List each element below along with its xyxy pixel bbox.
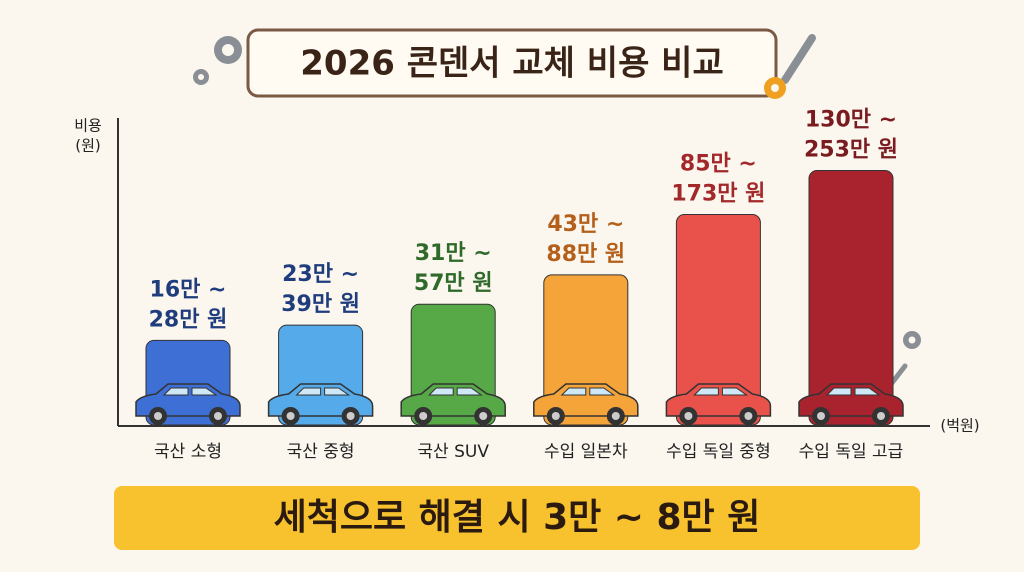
chart-title: 2026 콘덴서 교체 비용 비교 xyxy=(300,44,724,84)
value-label: 173만 원 xyxy=(671,182,765,207)
car-hub xyxy=(346,412,355,420)
value-label: 57만 원 xyxy=(414,271,493,296)
car-hub xyxy=(684,412,693,420)
car-icon xyxy=(135,383,241,425)
car-window xyxy=(825,387,881,396)
bar xyxy=(675,214,761,426)
x-tick-label: 국산 소형 xyxy=(154,442,222,462)
car-icon xyxy=(267,383,374,425)
value-label: 31만 ~ xyxy=(415,241,492,266)
bar xyxy=(808,170,894,426)
y-axis-label: (원) xyxy=(75,137,101,155)
gear-icon xyxy=(193,36,921,349)
car-hub xyxy=(154,412,162,420)
value-label: 253만 원 xyxy=(804,138,898,163)
value-label: 88만 원 xyxy=(546,242,625,267)
car-hub xyxy=(877,412,885,420)
car-icon xyxy=(533,383,639,425)
car-hub xyxy=(214,412,222,420)
value-label: 16만 ~ xyxy=(150,277,227,302)
car-icon xyxy=(665,383,772,425)
car-window xyxy=(295,387,351,396)
value-label: 28만 원 xyxy=(149,307,228,332)
value-label: 39만 원 xyxy=(281,292,360,317)
car-hub xyxy=(286,412,295,420)
value-label: 43만 ~ xyxy=(547,212,624,237)
car-window xyxy=(560,387,616,396)
x-tick-label: 수입 독일 고급 xyxy=(799,442,904,462)
car-hub xyxy=(611,412,620,420)
x-tick-label: 수입 독일 중형 xyxy=(666,442,771,462)
title-box xyxy=(246,28,778,98)
value-label: 130만 ~ xyxy=(805,108,897,133)
x-axis-unit: (벅원) xyxy=(940,417,979,435)
x-tick-label: 국산 SUV xyxy=(417,442,489,462)
footer-box xyxy=(114,486,920,550)
y-axis-label: 비용 xyxy=(74,117,102,135)
car-hub xyxy=(551,412,560,420)
car-hub xyxy=(744,412,753,420)
car-window xyxy=(162,387,218,396)
car-window xyxy=(693,387,748,396)
value-label: 85만 ~ xyxy=(680,152,757,177)
car-hub xyxy=(419,412,428,420)
footer-text: 세척으로 해결 시 3만 ~ 8만 원 xyxy=(274,497,761,538)
x-tick-label: 국산 중형 xyxy=(287,442,355,462)
car-icon xyxy=(400,383,506,425)
car-window xyxy=(427,387,483,396)
x-tick-label: 수입 일본차 xyxy=(544,442,628,462)
car-icon xyxy=(798,383,904,425)
car-hub xyxy=(479,412,488,420)
value-label: 23만 ~ xyxy=(282,262,359,287)
car-hub xyxy=(817,412,825,420)
